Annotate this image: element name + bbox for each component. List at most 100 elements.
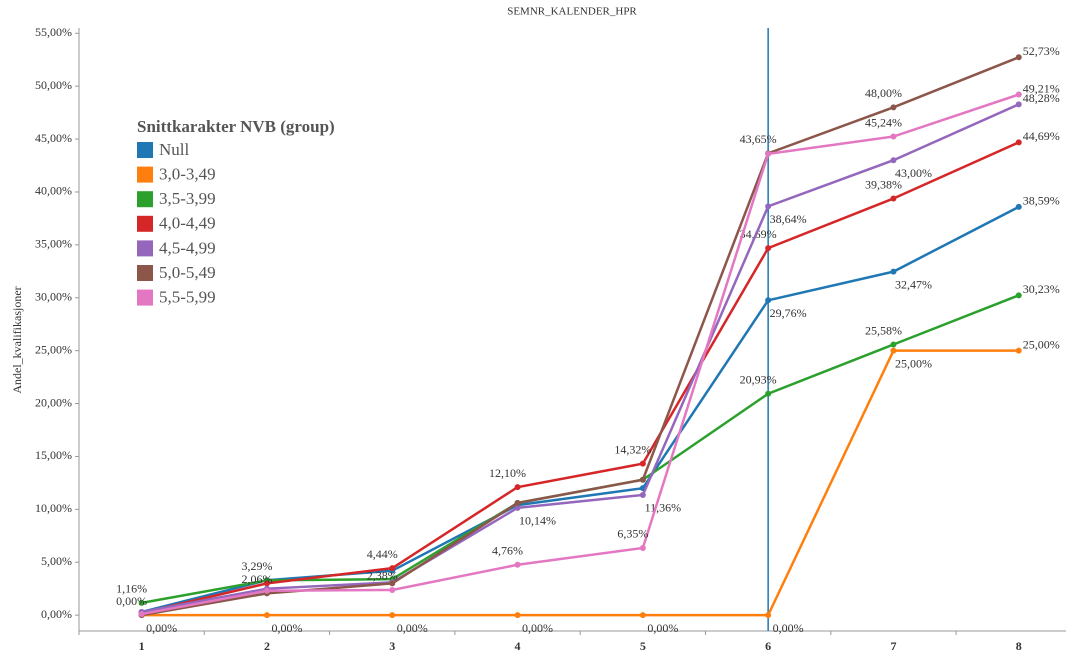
data-label: 0,00% xyxy=(271,621,302,635)
data-label: 48,28% xyxy=(1023,91,1060,105)
y-tick-label: 30,00% xyxy=(35,290,72,304)
point xyxy=(639,544,646,551)
y-tick-label: 10,00% xyxy=(35,501,72,515)
point xyxy=(765,612,772,619)
point xyxy=(1015,54,1022,61)
data-label: 43,00% xyxy=(895,166,932,180)
legend-swatch xyxy=(137,191,153,208)
y-tick-label: 45,00% xyxy=(35,131,72,145)
x-tick-label: 7 xyxy=(890,639,896,653)
data-label: 2,38% xyxy=(367,569,398,583)
data-label: 3,29% xyxy=(241,559,272,573)
point xyxy=(389,580,396,587)
legend-label: 3,0-3,49 xyxy=(159,165,216,184)
data-label: 4,76% xyxy=(492,544,523,558)
point xyxy=(514,612,521,619)
y-tick-label: 5,00% xyxy=(41,554,72,568)
point xyxy=(514,484,521,491)
data-label: 49,21% xyxy=(1023,81,1060,95)
y-tick-label: 55,00% xyxy=(35,25,72,39)
data-label: 0,00% xyxy=(522,621,553,635)
series-line xyxy=(141,205,1020,614)
point xyxy=(1015,203,1022,210)
data-label: 38,64% xyxy=(770,212,807,226)
point xyxy=(890,268,897,275)
point xyxy=(765,203,772,210)
data-label: 43,65% xyxy=(740,132,777,146)
point xyxy=(389,565,396,572)
data-label: 25,00% xyxy=(895,356,932,370)
y-tick-label: 20,00% xyxy=(35,395,72,409)
legend-swatch xyxy=(137,240,153,257)
point xyxy=(1015,139,1022,146)
chart-title: SEMNR_KALENDER_HPR xyxy=(507,6,637,18)
legend-label: 4,5-4,99 xyxy=(159,238,216,257)
data-label: 44,69% xyxy=(1023,129,1060,143)
legend-swatch xyxy=(137,166,153,183)
x-tick-label: 5 xyxy=(640,639,646,653)
point xyxy=(263,612,270,619)
data-label: 34,69% xyxy=(740,227,777,241)
legend-swatch xyxy=(137,142,153,158)
series-line xyxy=(141,349,1019,617)
data-label: 0,00% xyxy=(116,594,147,608)
data-label: 0,00% xyxy=(397,621,428,635)
y-tick-label: 15,00% xyxy=(35,448,72,462)
y-tick-label: 25,00% xyxy=(35,342,72,356)
data-label: 52,73% xyxy=(1023,44,1060,58)
y-tick-label: 35,00% xyxy=(35,237,72,251)
series-line xyxy=(141,141,1020,615)
point xyxy=(890,133,897,140)
data-label: 25,58% xyxy=(865,323,902,337)
point xyxy=(138,599,145,606)
point xyxy=(389,612,396,619)
data-label: 0,00% xyxy=(647,621,678,635)
y-tick-label: 40,00% xyxy=(35,184,72,198)
point xyxy=(263,580,270,587)
x-tick-label: 3 xyxy=(389,639,395,653)
point xyxy=(765,245,772,252)
data-label: 0,00% xyxy=(773,621,804,635)
data-label: 32,47% xyxy=(895,277,932,291)
y-tick-label: 0,00% xyxy=(41,607,72,621)
data-label: 30,23% xyxy=(1023,282,1060,296)
data-label: 38,59% xyxy=(1023,194,1060,208)
data-label: 6,35% xyxy=(617,527,648,541)
point xyxy=(514,561,521,568)
point xyxy=(890,195,897,202)
x-tick-label: 8 xyxy=(1016,639,1022,653)
data-label: 10,14% xyxy=(519,514,556,528)
legend-label: Null xyxy=(159,140,190,159)
point xyxy=(263,587,270,594)
point xyxy=(765,150,772,157)
x-tick-label: 4 xyxy=(515,639,521,653)
legend-label: 5,0-5,49 xyxy=(159,263,216,282)
point xyxy=(1015,292,1022,299)
point xyxy=(1015,91,1022,98)
y-axis-label: Andel_kvalifikasjoner xyxy=(10,286,24,393)
point xyxy=(765,390,772,397)
data-label: 1,16% xyxy=(116,582,147,596)
point xyxy=(765,297,772,304)
point xyxy=(890,157,897,164)
data-label: 14,32% xyxy=(614,442,651,456)
data-label: 4,44% xyxy=(367,547,398,561)
legend-label: 4,0-4,49 xyxy=(159,214,216,233)
x-tick-label: 2 xyxy=(264,639,270,653)
point xyxy=(639,460,646,467)
data-label: 12,10% xyxy=(489,466,526,480)
x-tick-label: 1 xyxy=(139,639,145,653)
point xyxy=(639,612,646,619)
data-label: 2,06% xyxy=(241,572,272,586)
y-tick-label: 50,00% xyxy=(35,78,72,92)
point xyxy=(1015,347,1022,354)
point xyxy=(514,504,521,511)
series-line xyxy=(141,93,1020,616)
point xyxy=(639,476,646,483)
data-label: 48,00% xyxy=(865,86,902,100)
legend-swatch xyxy=(137,265,153,281)
data-label: 39,38% xyxy=(865,177,902,191)
point xyxy=(639,491,646,498)
point xyxy=(890,104,897,111)
